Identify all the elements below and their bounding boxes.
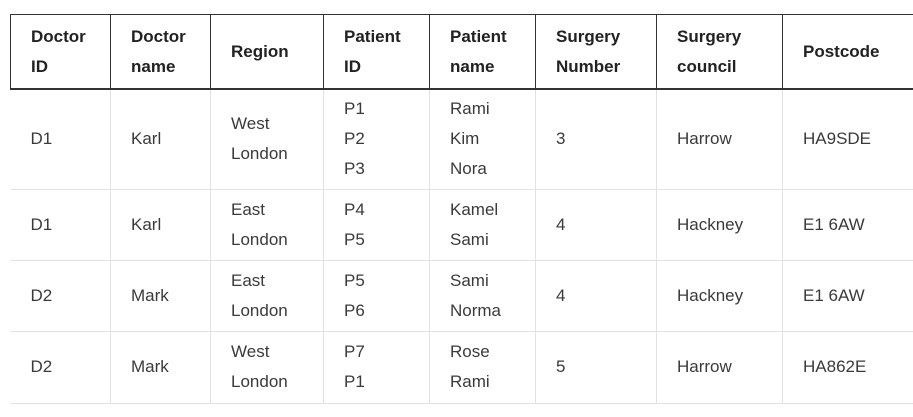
header-surgery-number: Surgery Number [535, 14, 657, 90]
cell-surgery-number: 4 [535, 260, 657, 332]
region-line: East [231, 199, 266, 219]
header-postcode: Postcode [782, 14, 913, 90]
patient-id-line: P7 [344, 342, 365, 361]
cell-doctor-id: D1 [10, 89, 111, 190]
cell-region: West London [210, 89, 324, 190]
region-line: East [231, 270, 266, 290]
header-text: Patient [344, 27, 401, 46]
cell-surgery-council: Harrow [656, 331, 783, 404]
cell-region: East London [210, 260, 324, 332]
header-text: name [131, 57, 176, 76]
patient-id-line: P6 [344, 300, 365, 320]
header-patient-name: Patient name [429, 14, 536, 90]
cell-surgery-number: 5 [535, 331, 657, 404]
patient-name-line: Nora [450, 159, 487, 179]
header-text: name [450, 57, 495, 76]
cell-doctor-name: Karl [110, 189, 211, 261]
patient-name-line: Norma [450, 300, 502, 320]
cell-patient-name: Rami Kim Nora [429, 89, 536, 190]
cell-doctor-name: Mark [110, 331, 211, 404]
cell-doctor-name: Karl [110, 89, 211, 190]
region-line: London [231, 229, 288, 249]
header-text: Number [556, 57, 621, 76]
cell-surgery-council: Hackney [656, 189, 783, 261]
cell-postcode: E1 6AW [782, 260, 913, 332]
header-text: Patient [450, 27, 507, 46]
cell-doctor-name: Mark [110, 260, 211, 332]
header-doctor-id: Doctor ID [10, 14, 111, 90]
cell-surgery-council: Hackney [656, 260, 783, 332]
patient-id-line: P1 [344, 99, 365, 119]
table-header: Doctor ID Doctor name Region Patient ID … [10, 14, 913, 90]
patient-id-line: P2 [344, 129, 365, 149]
cell-patient-name: Sami Norma [429, 260, 536, 332]
cell-patient-id: P1 P2 P3 [323, 89, 430, 190]
patient-name-line: Rami [450, 372, 490, 391]
cell-surgery-number: 4 [535, 189, 657, 261]
patient-name-line: Kim [450, 129, 480, 149]
patient-id-line: P4 [344, 199, 365, 219]
region-line: London [231, 144, 288, 164]
patient-id-line: P5 [344, 229, 365, 249]
patient-id-line: P1 [344, 372, 365, 391]
table-body: D1 Karl West London P1 P2 P3 Rami Kim No… [10, 89, 913, 404]
cell-postcode: E1 6AW [782, 189, 913, 261]
cell-patient-id: P5 P6 [323, 260, 430, 332]
cell-doctor-id: D2 [10, 260, 111, 332]
header-text: Postcode [803, 42, 880, 61]
header-row: Doctor ID Doctor name Region Patient ID … [10, 14, 913, 90]
header-text: Doctor [31, 27, 86, 46]
cell-patient-id: P4 P5 [323, 189, 430, 261]
patient-name-line: Rose [450, 342, 490, 361]
cell-postcode: HA862E [782, 331, 913, 404]
header-doctor-name: Doctor name [110, 14, 211, 90]
header-text: ID [344, 57, 361, 76]
region-line: London [231, 300, 288, 320]
cell-doctor-id: D1 [10, 189, 111, 261]
patient-name-line: Rami [450, 99, 490, 119]
header-text: Surgery [677, 27, 742, 46]
cell-region: East London [210, 189, 324, 261]
header-surgery-council: Surgery council [656, 14, 783, 90]
patient-id-line: P3 [344, 159, 365, 179]
cell-patient-name: Rose Rami [429, 331, 536, 404]
header-region: Region [210, 14, 324, 90]
cell-doctor-id: D2 [10, 331, 111, 404]
cell-surgery-council: Harrow [656, 89, 783, 190]
table-row: D2 Mark East London P5 P6 Sami Norma 4 H… [10, 260, 913, 332]
patient-name-line: Sami [450, 270, 489, 290]
table-row: D1 Karl East London P4 P5 Kamel Sami 4 H… [10, 189, 913, 261]
table-container: Doctor ID Doctor name Region Patient ID … [10, 14, 913, 404]
header-text: Region [231, 42, 289, 61]
header-text: ID [31, 57, 48, 76]
region-line: West [231, 342, 270, 361]
cell-patient-name: Kamel Sami [429, 189, 536, 261]
table-row: D1 Karl West London P1 P2 P3 Rami Kim No… [10, 89, 913, 190]
table-row: D2 Mark West London P7 P1 Rose Rami 5 Ha… [10, 331, 913, 404]
header-text: Doctor [131, 27, 186, 46]
region-line: London [231, 372, 288, 391]
patient-name-line: Kamel [450, 199, 499, 219]
region-line: West [231, 114, 270, 134]
cell-region: West London [210, 331, 324, 404]
header-text: Surgery [556, 27, 621, 46]
header-text: council [677, 57, 737, 76]
header-patient-id: Patient ID [323, 14, 430, 90]
doctor-patient-table: Doctor ID Doctor name Region Patient ID … [10, 14, 913, 404]
cell-surgery-number: 3 [535, 89, 657, 190]
patient-id-line: P5 [344, 270, 365, 290]
cell-patient-id: P7 P1 [323, 331, 430, 404]
cell-postcode: HA9SDE [782, 89, 913, 190]
patient-name-line: Sami [450, 229, 489, 249]
